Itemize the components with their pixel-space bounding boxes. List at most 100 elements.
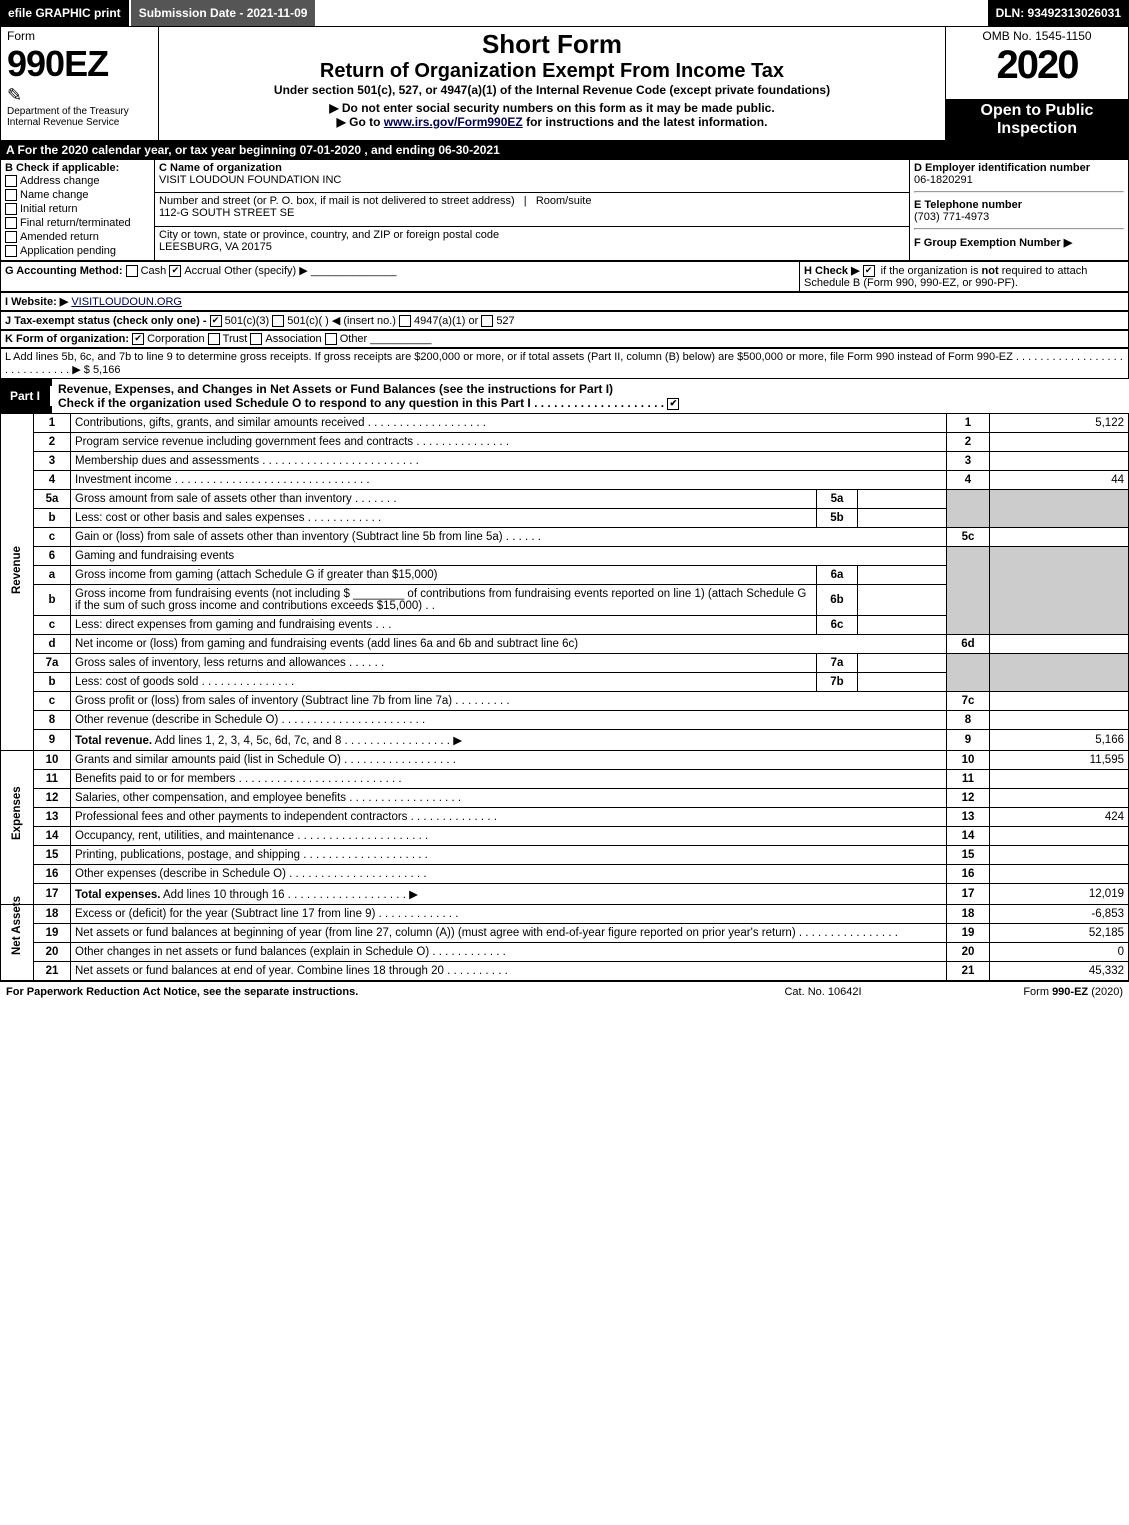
subamt-6a (858, 566, 947, 585)
lbl-other-method: Other (specify) ▶ (224, 265, 308, 277)
gray-5ab (947, 490, 990, 528)
submission-date-button[interactable]: Submission Date - 2021-11-09 (131, 0, 318, 26)
chk-trust[interactable] (208, 333, 220, 345)
chk-initial-return[interactable] (5, 203, 17, 215)
desc-1: Contributions, gifts, grants, and simila… (75, 417, 365, 429)
chk-other-org[interactable] (325, 333, 337, 345)
box-i-label: I Website: ▶ (5, 296, 68, 308)
lbl-trust: Trust (223, 333, 248, 345)
lbl-501c3: 501(c)(3) (225, 315, 270, 327)
amt-2 (990, 433, 1129, 452)
subbox-6a: 6a (817, 566, 858, 585)
city-label: City or town, state or province, country… (159, 229, 499, 241)
box-j-label: J Tax-exempt status (check only one) - (5, 315, 210, 327)
lineno-15: 15 (34, 846, 71, 865)
desc-3: Membership dues and assessments (75, 455, 259, 467)
lineno-7a: 7a (34, 654, 71, 673)
desc-15: Printing, publications, postage, and shi… (75, 849, 300, 861)
vlabel-revenue: Revenue (1, 414, 34, 751)
desc-7b: Less: cost of goods sold (75, 676, 198, 688)
tax-year: 2020 (952, 43, 1122, 88)
lineno-3: 3 (34, 452, 71, 471)
amt-10: 11,595 (990, 751, 1129, 770)
grayamt-7 (990, 654, 1129, 692)
vlabel-expenses: Expenses (1, 751, 34, 905)
chk-address-change[interactable] (5, 175, 17, 187)
go-to-instructions: ▶ Go to www.irs.gov/Form990EZ for instru… (165, 115, 939, 129)
part-1-title: Revenue, Expenses, and Changes in Net As… (52, 379, 1129, 413)
amt-15 (990, 846, 1129, 865)
desc-4: Investment income (75, 474, 172, 486)
lineno-17: 17 (34, 884, 71, 905)
chk-schedule-o[interactable] (667, 398, 679, 410)
lineno-13: 13 (34, 808, 71, 827)
chk-cash[interactable] (126, 265, 138, 277)
form-of-org-row: K Form of organization: Corporation Trus… (0, 330, 1129, 348)
box-k-label: K Form of organization: (5, 333, 129, 345)
lineno-12: 12 (34, 789, 71, 808)
desc-5b: Less: cost or other basis and sales expe… (75, 512, 305, 524)
efile-print-button[interactable]: efile GRAPHIC print (0, 0, 131, 26)
lbl-other-org: Other (340, 333, 368, 345)
chk-name-change[interactable] (5, 189, 17, 201)
amt-16 (990, 865, 1129, 884)
desc-17-bold: Total expenses. (75, 889, 160, 901)
goto-pre: ▶ Go to (337, 115, 384, 129)
vlabel-netassets: Net Assets (1, 905, 34, 981)
chk-corp[interactable] (132, 333, 144, 345)
amt-21: 45,332 (990, 962, 1129, 981)
lineno-19: 19 (34, 924, 71, 943)
box-8: 8 (947, 711, 990, 730)
chk-assoc[interactable] (250, 333, 262, 345)
chk-application-pending[interactable] (5, 245, 17, 257)
part-1-lines: Revenue 1 Contributions, gifts, grants, … (0, 413, 1129, 981)
box-19: 19 (947, 924, 990, 943)
desc-13: Professional fees and other payments to … (75, 811, 407, 823)
lineno-18: 18 (34, 905, 71, 924)
desc-6a: Gross income from gaming (attach Schedul… (71, 566, 817, 585)
omb-number: OMB No. 1545-1150 (952, 29, 1122, 43)
chk-501c[interactable] (272, 315, 284, 327)
irs-link[interactable]: www.irs.gov/Form990EZ (384, 115, 523, 129)
desc-7c: Gross profit or (loss) from sales of inv… (75, 695, 452, 707)
desc-19: Net assets or fund balances at beginning… (75, 927, 796, 939)
amt-19: 52,185 (990, 924, 1129, 943)
desc-7a: Gross sales of inventory, less returns a… (75, 657, 346, 669)
box-13: 13 (947, 808, 990, 827)
room-label: Room/suite (536, 195, 592, 207)
lineno-5c: c (34, 528, 71, 547)
chk-accrual[interactable] (169, 265, 181, 277)
box-l-text: L Add lines 5b, 6c, and 7b to line 9 to … (5, 351, 1013, 363)
part-1-header: Part I Revenue, Expenses, and Changes in… (0, 379, 1129, 413)
addr-label: Number and street (or P. O. box, if mail… (159, 195, 515, 207)
chk-final-return[interactable] (5, 217, 17, 229)
lbl-4947: 4947(a)(1) or (414, 315, 478, 327)
chk-501c3[interactable] (210, 315, 222, 327)
dln-label: DLN: 93492313026031 (988, 0, 1129, 26)
subbox-6b: 6b (817, 585, 858, 616)
chk-h[interactable] (863, 265, 875, 277)
chk-amended-return[interactable] (5, 231, 17, 243)
subbox-6c: 6c (817, 616, 858, 635)
subamt-7b (858, 673, 947, 692)
form-label: Form 990EZ (7, 29, 152, 85)
form-header: Form 990EZ ✎ Department of the Treasury … (0, 26, 1129, 141)
box-g-label: G Accounting Method: (5, 265, 123, 277)
box-6d: 6d (947, 635, 990, 654)
website-link[interactable]: VISITLOUDOUN.ORG (71, 296, 182, 308)
footer-cat: Cat. No. 10642I (723, 986, 923, 998)
box-f-label: F Group Exemption Number ▶ (914, 237, 1072, 249)
box-7c: 7c (947, 692, 990, 711)
gray-7 (947, 654, 990, 692)
amt-20: 0 (990, 943, 1129, 962)
box-21: 21 (947, 962, 990, 981)
lbl-527: 527 (496, 315, 514, 327)
chk-4947[interactable] (399, 315, 411, 327)
amt-14 (990, 827, 1129, 846)
amt-8 (990, 711, 1129, 730)
lbl-application-pending: Application pending (20, 245, 116, 257)
desc-9-bold: Total revenue. (75, 735, 152, 747)
lineno-2: 2 (34, 433, 71, 452)
lineno-11: 11 (34, 770, 71, 789)
chk-527[interactable] (481, 315, 493, 327)
